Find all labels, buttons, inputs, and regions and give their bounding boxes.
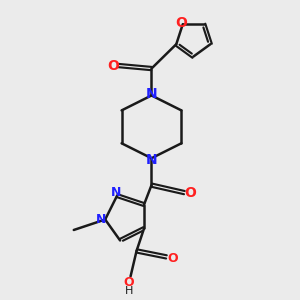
Text: N: N xyxy=(95,213,106,226)
Text: O: O xyxy=(167,252,178,265)
Text: N: N xyxy=(110,185,121,199)
Text: O: O xyxy=(176,16,187,30)
Text: O: O xyxy=(124,276,134,289)
Text: N: N xyxy=(146,87,157,101)
Text: O: O xyxy=(107,58,119,73)
Text: O: O xyxy=(184,186,196,200)
Text: H: H xyxy=(125,286,133,296)
Text: N: N xyxy=(146,153,157,167)
